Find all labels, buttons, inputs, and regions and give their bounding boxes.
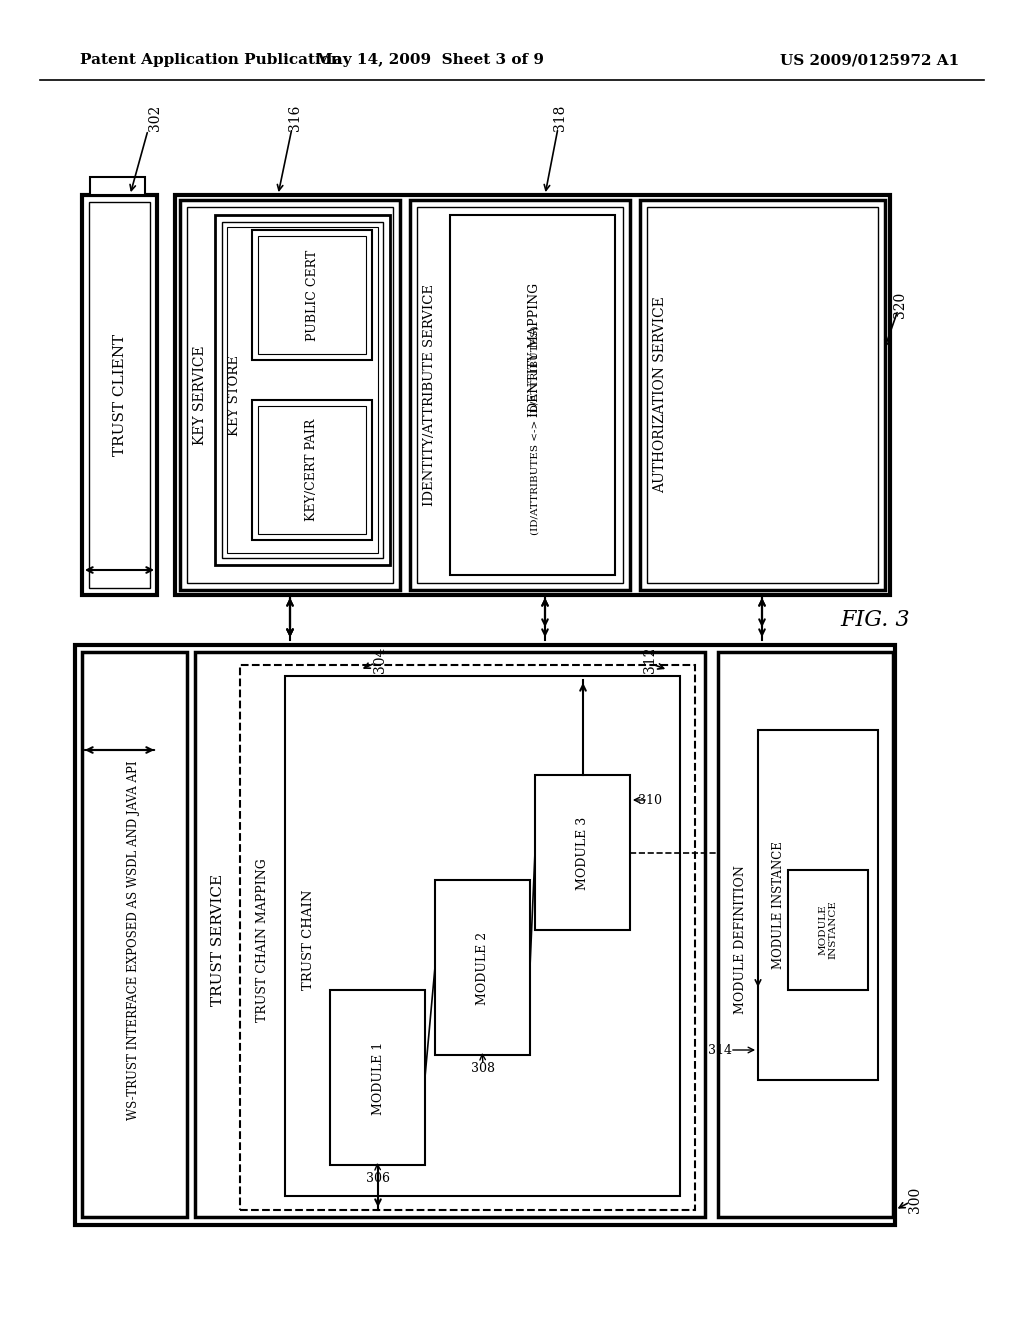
Text: 304: 304 xyxy=(373,647,387,673)
Bar xyxy=(758,730,878,1080)
Bar xyxy=(330,990,425,1166)
Text: (ID/ATTRIBUTES <-> ID/ATTRIBUTES): (ID/ATTRIBUTES <-> ID/ATTRIBUTES) xyxy=(530,325,540,535)
Bar xyxy=(222,222,383,558)
Text: 320: 320 xyxy=(893,292,907,318)
Bar xyxy=(240,665,695,1210)
Text: 312: 312 xyxy=(643,647,657,673)
Bar xyxy=(535,775,630,931)
Text: TRUST CHAIN: TRUST CHAIN xyxy=(301,890,314,990)
Text: KEY/CERT PAIR: KEY/CERT PAIR xyxy=(305,418,318,521)
Text: Patent Application Publication: Patent Application Publication xyxy=(80,53,342,67)
Bar xyxy=(215,215,390,565)
Text: MODULE 2: MODULE 2 xyxy=(476,932,489,1005)
Text: 318: 318 xyxy=(553,104,567,131)
Bar xyxy=(82,195,157,595)
Text: AUTHORIZATION SERVICE: AUTHORIZATION SERVICE xyxy=(653,297,667,494)
Bar xyxy=(195,652,705,1217)
Bar xyxy=(258,236,366,354)
Text: TRUST CHAIN MAPPING: TRUST CHAIN MAPPING xyxy=(256,858,268,1022)
Bar xyxy=(82,652,187,1217)
Bar xyxy=(75,645,895,1225)
Text: TRUST CLIENT: TRUST CLIENT xyxy=(113,334,127,457)
Bar xyxy=(187,207,393,583)
Text: 306: 306 xyxy=(366,1172,390,1184)
Bar xyxy=(89,202,150,587)
Text: MODULE
INSTANCE: MODULE INSTANCE xyxy=(818,900,838,960)
Bar xyxy=(175,195,890,595)
Text: 302: 302 xyxy=(148,104,162,131)
Text: KEY SERVICE: KEY SERVICE xyxy=(193,346,207,445)
Text: May 14, 2009  Sheet 3 of 9: May 14, 2009 Sheet 3 of 9 xyxy=(316,53,544,67)
Bar xyxy=(180,201,400,590)
Bar xyxy=(640,201,885,590)
Bar xyxy=(252,230,372,360)
Text: MODULE 1: MODULE 1 xyxy=(372,1041,384,1114)
Bar xyxy=(647,207,878,583)
Text: FIG. 3: FIG. 3 xyxy=(840,609,909,631)
Bar xyxy=(788,870,868,990)
Bar xyxy=(450,215,615,576)
Text: KEY STORE: KEY STORE xyxy=(227,355,241,436)
Text: MODULE INSTANCE: MODULE INSTANCE xyxy=(771,841,784,969)
Text: US 2009/0125972 A1: US 2009/0125972 A1 xyxy=(780,53,959,67)
Text: 310: 310 xyxy=(638,793,662,807)
Bar xyxy=(227,227,378,553)
Bar xyxy=(258,407,366,535)
Bar xyxy=(417,207,623,583)
Text: MODULE 3: MODULE 3 xyxy=(577,816,590,890)
Bar xyxy=(252,400,372,540)
Bar xyxy=(435,880,530,1055)
Text: TRUST SERVICE: TRUST SERVICE xyxy=(211,874,225,1006)
Text: IDENTITY MAPPING: IDENTITY MAPPING xyxy=(528,282,542,417)
Text: 316: 316 xyxy=(288,104,302,131)
Text: WS-TRUST INTERFACE EXPOSED AS WSDL AND JAVA API: WS-TRUST INTERFACE EXPOSED AS WSDL AND J… xyxy=(128,760,140,1119)
Bar xyxy=(718,652,893,1217)
Text: 314: 314 xyxy=(708,1044,732,1056)
Text: 308: 308 xyxy=(471,1061,495,1074)
Bar xyxy=(410,201,630,590)
Text: MODULE DEFINITION: MODULE DEFINITION xyxy=(733,866,746,1015)
Text: PUBLIC CERT: PUBLIC CERT xyxy=(305,249,318,341)
Text: 300: 300 xyxy=(908,1187,922,1213)
Text: IDENTITY/ATTRIBUTE SERVICE: IDENTITY/ATTRIBUTE SERVICE xyxy=(424,284,436,506)
Bar xyxy=(285,676,680,1196)
Bar xyxy=(90,177,145,195)
